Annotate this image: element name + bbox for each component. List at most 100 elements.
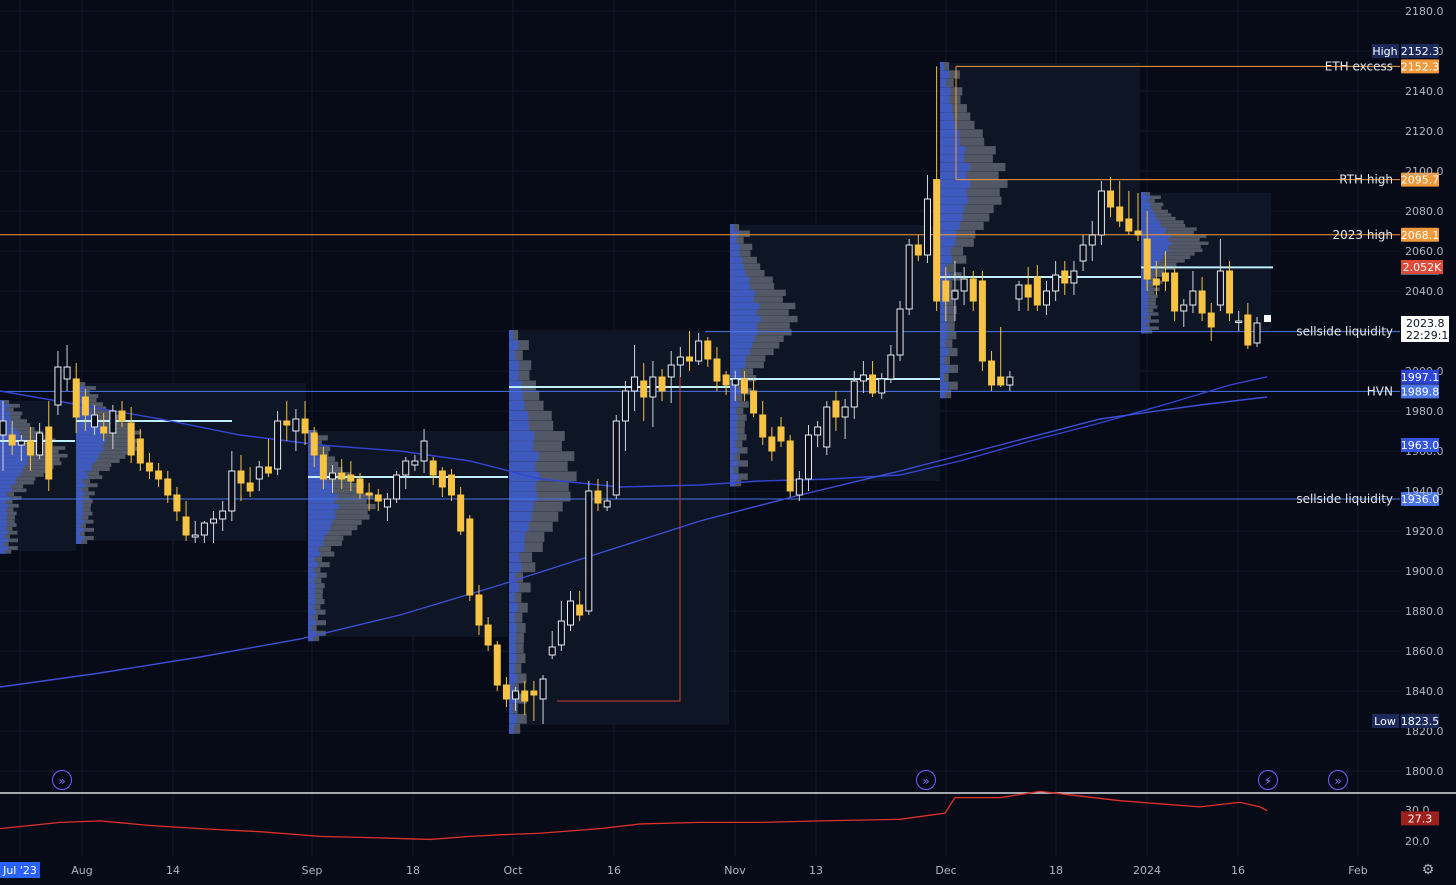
scroll-right-button[interactable]: »: [1328, 770, 1348, 790]
candle-body: [0, 420, 7, 436]
candle-body: [649, 376, 657, 398]
volume-bar: [0, 476, 16, 481]
volume-bar: [0, 465, 25, 470]
volume-bar: [0, 426, 35, 431]
horizontal-levels: ETH excess 2152.3 RTH high 2095.7 2023 high 2…: [0, 59, 1439, 506]
volume-bar: [509, 612, 516, 623]
volume-bar: [730, 368, 754, 375]
volume-bar: [0, 473, 44, 477]
candle-body: [301, 418, 309, 434]
candle-body: [878, 378, 886, 394]
volume-bar: [0, 538, 18, 543]
volume-bar: [0, 507, 7, 512]
candle-body: [329, 472, 337, 480]
volume-bar: [1141, 315, 1151, 320]
volume-bar: [940, 373, 944, 382]
volume-bar: [940, 196, 1002, 205]
volume-bar: [76, 531, 80, 536]
high-value-tag: [1401, 44, 1439, 58]
volume-bar: [730, 322, 757, 329]
volume-bar: [76, 527, 85, 532]
volume-bar: [730, 309, 789, 316]
volume-bar: [76, 495, 90, 500]
volume-profiles: [0, 62, 1273, 734]
volume-bar: [1141, 195, 1150, 199]
volume-bar: [940, 255, 967, 264]
volume-bar: [730, 460, 739, 467]
volume-bar: [0, 403, 9, 408]
volume-bar: [1141, 241, 1172, 245]
volume-bar: [509, 410, 529, 421]
volume-bar: [1141, 269, 1165, 274]
volume-bar: [76, 499, 84, 504]
volume-bar: [1141, 312, 1149, 316]
volume-bar: [308, 546, 319, 552]
y-tick-label: 1860.0: [1405, 645, 1444, 658]
volume-bar: [0, 473, 20, 477]
volume-bar: [940, 146, 966, 155]
volume-bar: [509, 431, 535, 441]
volume-bar: [1141, 308, 1154, 313]
volume-bar: [0, 546, 9, 550]
volume-bar: [76, 458, 96, 463]
volume-bar: [509, 420, 529, 431]
volume-bar: [730, 256, 743, 264]
volume-bar: [940, 129, 983, 138]
volume-bar: [1141, 291, 1155, 295]
x-tick-label: Sep: [302, 864, 323, 877]
candle-body: [155, 470, 163, 480]
volume-bar: [0, 526, 6, 531]
volume-bar: [0, 550, 6, 554]
gear-icon[interactable]: ⚙: [1421, 862, 1435, 878]
volume-bar: [308, 546, 332, 552]
volume-bar: [940, 297, 954, 306]
volume-bar: [940, 162, 970, 172]
volume-bar: [1141, 326, 1150, 330]
x-tick-label: 18: [406, 864, 420, 877]
volume-bar: [940, 390, 952, 399]
volume-bar: [940, 95, 961, 104]
volume-bar: [730, 237, 737, 244]
volume-bar: [308, 498, 367, 504]
volume-bar: [1141, 287, 1150, 291]
candle-body: [539, 678, 547, 700]
volume-bar: [509, 542, 543, 553]
volume-bar: [509, 451, 539, 462]
candle-body: [612, 420, 620, 496]
alert-button[interactable]: ⚡: [1258, 770, 1278, 790]
volume-bar: [730, 329, 758, 336]
candle-body: [521, 690, 529, 702]
candle-body: [246, 482, 254, 492]
candle-body: [978, 280, 986, 362]
volume-bar: [509, 592, 522, 603]
candle-body: [768, 436, 776, 452]
candle-body: [594, 490, 602, 504]
volume-bar: [76, 487, 89, 492]
volume-bar: [1141, 287, 1160, 291]
candle-body: [1033, 276, 1041, 306]
volume-bar: [940, 322, 955, 331]
nav-event-button[interactable]: »: [916, 770, 936, 790]
high-label: High: [1372, 45, 1397, 58]
volume-bar: [1141, 259, 1185, 263]
volume-bar: [730, 407, 737, 415]
candle-body: [951, 290, 959, 300]
candle-body: [859, 374, 867, 382]
volume-bar: [1141, 216, 1157, 221]
candle-body: [869, 374, 877, 394]
volume-bar: [730, 355, 746, 362]
nav-left-button[interactable]: »: [52, 770, 72, 790]
volume-bar: [509, 552, 533, 563]
indicator-pane: 30.020.027.3: [0, 790, 1439, 848]
candle-body: [567, 600, 575, 626]
candle-body: [1189, 290, 1197, 306]
candle-body: [1226, 270, 1234, 314]
volume-bar: [1141, 312, 1159, 316]
candle-body: [942, 280, 950, 302]
volume-bar: [730, 361, 746, 369]
volume-bar: [730, 460, 748, 467]
volume-bar: [1141, 223, 1161, 228]
candle-body: [722, 374, 730, 386]
candle-body: [374, 494, 382, 502]
